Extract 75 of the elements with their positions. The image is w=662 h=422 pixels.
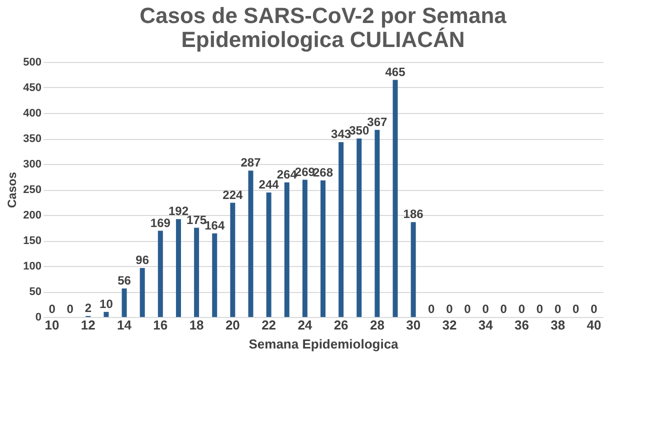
data-label: 224 [222, 188, 244, 202]
x-tick-label: 18 [189, 318, 204, 332]
data-label: 0 [554, 302, 562, 316]
data-label: 0 [590, 302, 598, 316]
bar [230, 202, 236, 317]
y-axis-title: Casos [5, 172, 20, 208]
y-tick-label: 350 [23, 133, 42, 145]
x-tick-label: 22 [262, 318, 276, 332]
bar [392, 80, 398, 317]
y-tick-label: 0 [35, 312, 42, 324]
x-tick-label: 24 [298, 318, 313, 332]
bar [194, 228, 200, 317]
data-label: 56 [118, 273, 132, 288]
data-label: 367 [367, 114, 388, 129]
data-label: 0 [536, 302, 544, 316]
bar [176, 219, 181, 317]
text: Casos de SARS-CoV-2 por Semana [140, 3, 506, 28]
bar [104, 312, 109, 317]
x-tick-label: 28 [370, 318, 384, 332]
bar [374, 130, 380, 317]
data-label: 169 [150, 216, 171, 230]
data-label: 268 [312, 165, 334, 180]
bar [266, 192, 272, 317]
x-tick-label: 20 [225, 318, 240, 332]
x-tick-label: 40 [586, 318, 602, 332]
y-tick-label: 150 [23, 235, 42, 247]
bar [140, 268, 145, 317]
bar [302, 180, 308, 317]
y-tick-label: 500 [23, 56, 42, 68]
data-label: 0 [482, 302, 490, 316]
data-label: 0 [500, 302, 508, 316]
bar [356, 138, 362, 317]
x-tick-label: 12 [80, 318, 96, 332]
data-label: 465 [385, 64, 406, 79]
bar [320, 180, 326, 317]
data-label: 175 [186, 212, 207, 227]
data-label: 0 [446, 302, 454, 316]
bar [212, 233, 218, 317]
x-tick-label: 38 [550, 318, 566, 332]
data-label: 0 [464, 302, 472, 316]
x-tick-label: 26 [334, 318, 348, 332]
data-label: 96 [136, 253, 150, 268]
x-tick-label: 14 [117, 318, 132, 332]
data-label: 0 [428, 302, 436, 316]
bar [410, 222, 416, 317]
y-tick-label: 50 [29, 286, 42, 298]
y-tick-label: 300 [23, 158, 42, 170]
y-tick-label: 400 [23, 108, 42, 120]
x-tick-label: 16 [153, 318, 168, 332]
y-tick-label: 450 [23, 82, 42, 94]
data-label: 0 [572, 302, 580, 316]
y-tick-label: 250 [23, 184, 42, 196]
data-label: 0 [518, 302, 526, 316]
x-tick-label: 30 [406, 318, 421, 332]
bar [122, 288, 127, 317]
x-tick-label: 34 [478, 318, 494, 332]
bar [248, 170, 254, 317]
data-label: 0 [48, 302, 56, 316]
text: Epidemiologica CULIACÁN [181, 27, 465, 52]
bar [338, 142, 344, 317]
data-label: 287 [240, 156, 262, 170]
data-label: 10 [100, 296, 114, 311]
bar [284, 182, 290, 317]
x-tick-label: 10 [44, 318, 60, 332]
y-tick-label: 100 [23, 260, 42, 272]
y-tick-label: 200 [23, 210, 42, 222]
x-tick-label: 36 [514, 318, 529, 332]
data-label: 0 [66, 302, 74, 316]
data-label: 192 [168, 204, 189, 218]
data-label: 186 [403, 207, 424, 222]
x-tick-label: 32 [442, 318, 457, 332]
data-label: 244 [258, 178, 280, 192]
data-label: 2 [84, 300, 92, 315]
bar [158, 230, 163, 317]
x-axis-title: Semana Epidemiologica [248, 336, 400, 352]
